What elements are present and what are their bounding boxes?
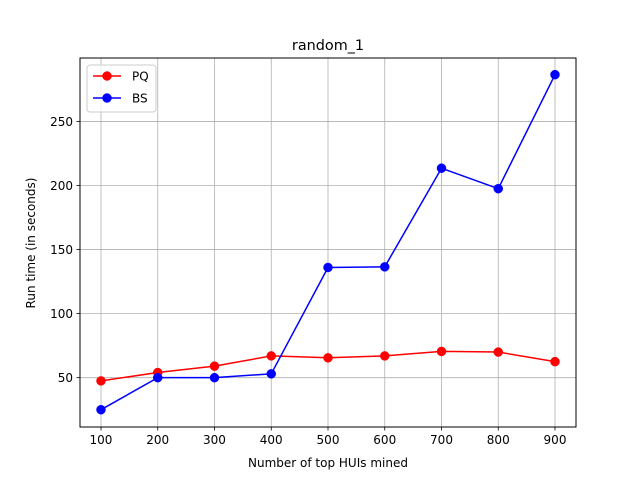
data-point-pq (436, 346, 447, 357)
y-tick-label: 50 (58, 371, 73, 385)
x-tick-label: 900 (544, 433, 567, 447)
x-tick-label: 100 (90, 433, 113, 447)
data-point-pq (323, 353, 333, 363)
legend-marker-pq (102, 71, 112, 81)
data-point-bs (436, 163, 447, 173)
y-tick-label: 200 (50, 179, 73, 193)
x-tick-label: 600 (373, 433, 396, 447)
data-point-pq (266, 351, 276, 361)
x-tick-label: 200 (146, 433, 169, 447)
data-point-bs (550, 69, 560, 80)
axis-ticks: 100 200 300 400 500 600 700 800 900 50 100 150 200 25… (50, 115, 566, 447)
data-point-bs (323, 262, 333, 273)
data-point-bs (152, 372, 163, 383)
legend-label-pq: PQ (132, 70, 149, 84)
y-axis-label: Run time (in seconds) (24, 178, 38, 309)
data-point-pq (550, 356, 560, 367)
x-tick-label: 400 (260, 433, 283, 447)
data-point-pq (380, 351, 390, 361)
grid-lines (80, 58, 576, 427)
data-series (96, 69, 560, 415)
x-tick-label: 500 (317, 433, 340, 447)
x-tick-label: 700 (430, 433, 453, 447)
x-tick-label: 800 (487, 433, 510, 447)
y-tick-label: 150 (50, 243, 73, 257)
data-point-bs (96, 404, 106, 415)
data-point-bs (380, 262, 390, 272)
x-tick-label: 300 (203, 433, 226, 447)
data-point-pq (96, 376, 106, 386)
data-point-pq (209, 361, 220, 371)
legend-marker-bs (102, 93, 112, 103)
legend: PQ BS (86, 64, 157, 113)
y-tick-label: 250 (50, 115, 73, 129)
data-point-pq (493, 347, 504, 357)
x-axis-label: Number of top HUIs mined (248, 456, 408, 470)
y-tick-label: 100 (50, 307, 73, 321)
legend-label-bs: BS (132, 92, 148, 106)
chart-title: random_1 (292, 38, 364, 54)
data-point-bs (209, 372, 220, 383)
data-point-bs (493, 183, 504, 194)
data-point-bs (266, 369, 276, 379)
